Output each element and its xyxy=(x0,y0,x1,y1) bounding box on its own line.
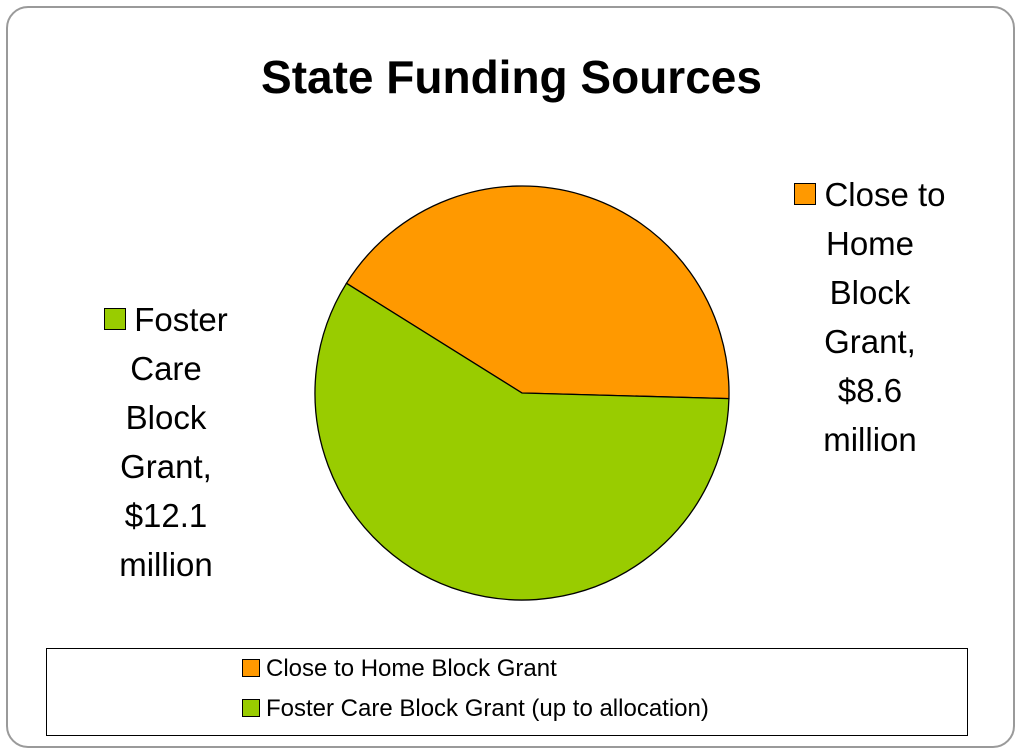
pie-slice-foster-care xyxy=(314,282,730,601)
pie-slice-close-to-home xyxy=(345,185,730,400)
data-label-line: Home xyxy=(825,225,915,262)
data-label-line: Close to xyxy=(824,176,946,213)
legend-item-close-to-home: Close to Home Block Grant xyxy=(242,655,557,683)
data-label-line: Grant, xyxy=(824,323,916,360)
foster-care-swatch xyxy=(104,308,127,331)
data-label-line: Foster xyxy=(134,301,228,338)
chart-legend: Close to Home Block Grant Foster Care Bl… xyxy=(46,648,968,736)
data-label-line: Grant, xyxy=(120,448,212,485)
legend-label: Foster Care Block Grant (up to allocatio… xyxy=(266,695,709,722)
data-label-line: Care xyxy=(130,350,202,387)
legend-item-foster-care: Foster Care Block Grant (up to allocatio… xyxy=(242,695,709,723)
data-label-foster-care: Foster Care Block Grant, $12.1 million xyxy=(66,295,266,589)
close-to-home-swatch xyxy=(794,183,817,206)
legend-label: Close to Home Block Grant xyxy=(266,655,557,682)
data-label-line: million xyxy=(823,421,917,458)
data-label-line: Block xyxy=(125,399,207,436)
legend-swatch xyxy=(242,658,260,677)
data-label-line: $12.1 xyxy=(124,497,208,534)
data-label-line: Block xyxy=(829,274,911,311)
legend-swatch xyxy=(242,698,260,717)
data-label-line: million xyxy=(119,546,213,583)
data-label-close-to-home: Close to Home Block Grant, $8.6 million xyxy=(770,170,970,464)
data-label-line: $8.6 xyxy=(837,372,903,409)
chart-title: State Funding Sources xyxy=(261,51,762,103)
